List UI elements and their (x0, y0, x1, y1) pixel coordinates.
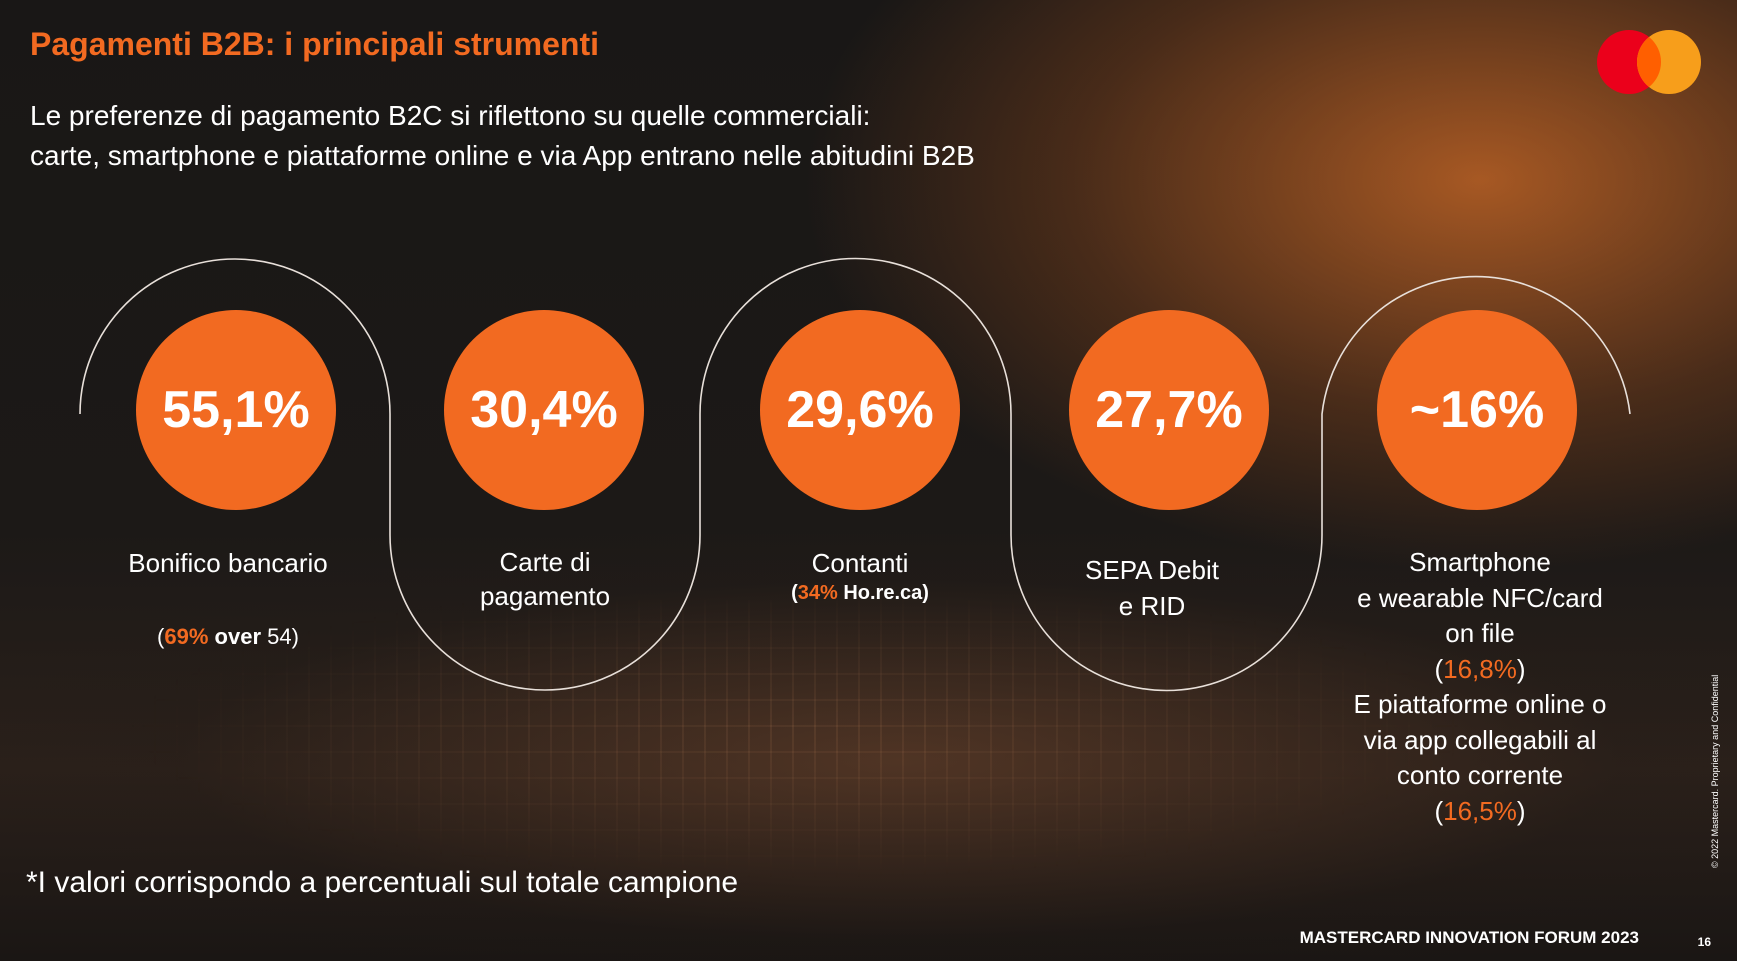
smart-pct-2: 16,5% (1443, 795, 1517, 826)
stat-label-contanti: Contanti (725, 546, 995, 580)
copyright-notice: © 2022 Mastercard. Proprietary and Confi… (1710, 674, 1720, 868)
smart-pct-1: 16,8% (1443, 653, 1517, 684)
slide-subtitle: Le preferenze di pagamento B2C si riflet… (30, 96, 975, 176)
stat-label-carte-line-2: pagamento (479, 581, 611, 611)
stat-circle-contanti: 29,6% (760, 310, 960, 510)
paren-open: ( (157, 624, 165, 649)
footnote: *I valori corrispondo a percentuali sul … (26, 866, 739, 899)
stat-value-sepa: 27,7% (1095, 381, 1243, 439)
stat-circle-bonifico: 55,1% (136, 310, 336, 510)
footer-brand: MASTERCARD INNOVATION FORUM 2023 (1299, 928, 1639, 947)
note-horeca: Ho.re.ca (837, 582, 923, 604)
note-pct-69: 69% (164, 624, 209, 649)
stat-label-contanti-line: Contanti (811, 548, 909, 578)
stat-value-carte: 30,4% (470, 381, 618, 439)
stat-label-carte: Carte di pagamento (410, 545, 680, 613)
stat-label-carte-line-1: Carte di (499, 547, 591, 577)
smart-line-5: via app collegabili al (1363, 724, 1597, 755)
stat-note-bonifico: (69% over 54) (88, 624, 368, 650)
smart-line-4: E piattaforme online o (1353, 689, 1607, 719)
paren-close: ) (922, 582, 929, 604)
stat-label-sepa-line-1: SEPA Debit (1085, 555, 1219, 585)
stat-label-bonifico: Bonifico bancario (88, 546, 368, 580)
stat-value-smartphone: ~16% (1409, 381, 1545, 439)
smart-pct-2-row: (16,5%) (1434, 795, 1526, 826)
note-word-over: over (208, 624, 262, 649)
stat-label-sepa-line-2: e RID (1118, 591, 1186, 621)
paren-close: ) (291, 624, 299, 649)
mastercard-logo (1597, 30, 1701, 94)
smart-line-6: conto corrente (1396, 760, 1564, 790)
subtitle-line-1: Le preferenze di pagamento B2C si riflet… (30, 100, 871, 131)
note-age: 54 (261, 624, 292, 649)
smart-line-2: e wearable NFC/card (1357, 582, 1603, 613)
stat-value-bonifico: 55,1% (162, 381, 310, 439)
stat-label-smartphone: Smartphone e wearable NFC/card on file (… (1330, 545, 1630, 829)
subtitle-line-2: carte, smartphone e piattaforme online e… (30, 140, 975, 171)
stat-note-contanti: (34% Ho.re.ca) (725, 582, 995, 605)
stat-label-sepa: SEPA Debit e RID (1017, 552, 1287, 624)
note-pct-34: 34% (797, 582, 838, 604)
page-number: 16 (1697, 935, 1711, 949)
stat-circle-smartphone: ~16% (1377, 310, 1577, 510)
smart-pct-1-row: (16,8%) (1434, 653, 1526, 684)
stat-circle-carte: 30,4% (444, 310, 644, 510)
paren-open: ( (791, 582, 798, 604)
smart-line-3: on file (1445, 618, 1515, 648)
slide-title: Pagamenti B2B: i principali strumenti (30, 26, 599, 62)
stat-label-bonifico-line: Bonifico bancario (128, 548, 328, 578)
stat-value-contanti: 29,6% (786, 381, 934, 439)
stat-circle-sepa: 27,7% (1069, 310, 1269, 510)
smart-line-1: Smartphone (1409, 547, 1551, 577)
